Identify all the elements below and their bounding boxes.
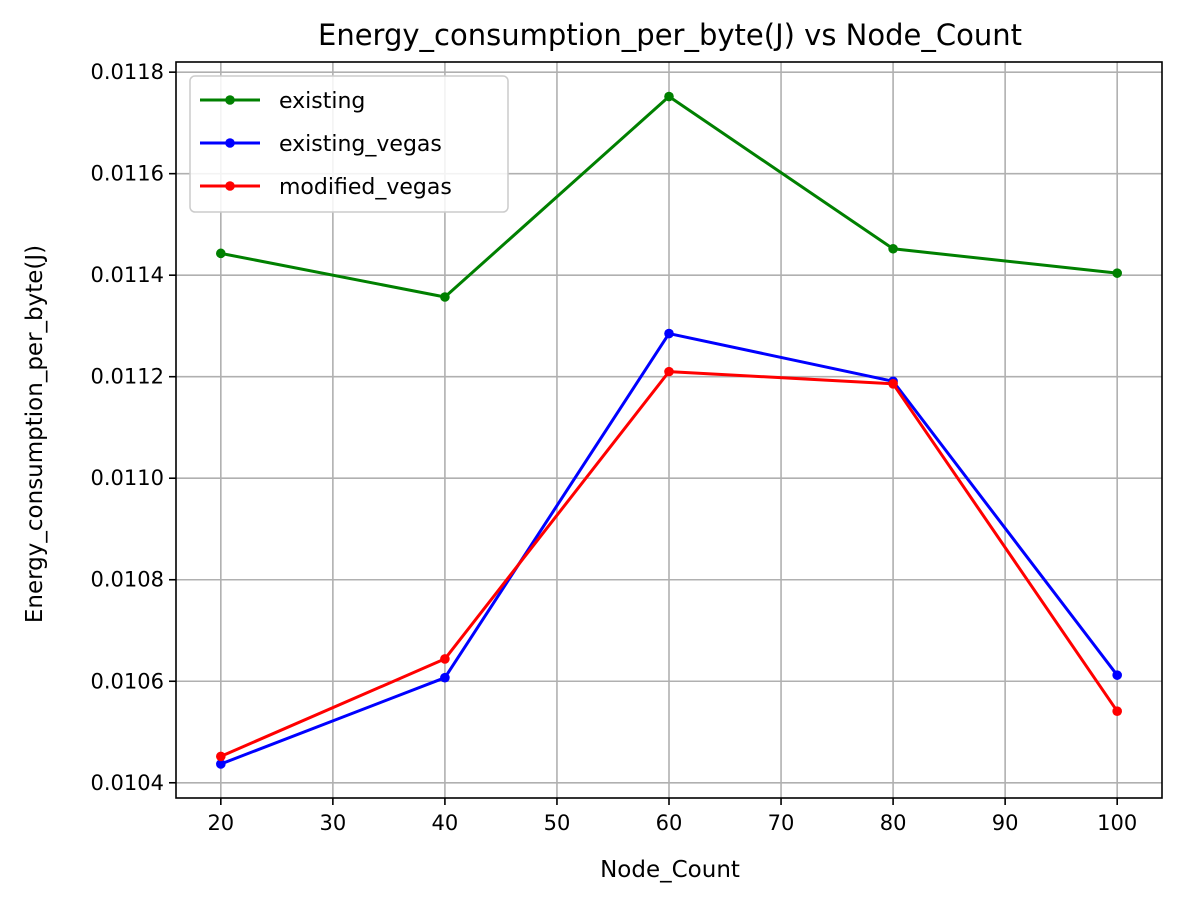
legend-label-modified-vegas: modified_vegas xyxy=(279,175,452,200)
data-point-modified-vegas xyxy=(216,751,226,762)
data-point-existing xyxy=(664,91,674,102)
x-tick-label: 40 xyxy=(432,811,459,835)
data-point-existing xyxy=(888,243,898,254)
y-tick-label: 0.0118 xyxy=(91,60,164,84)
legend-box xyxy=(189,75,509,213)
data-point-modified-vegas xyxy=(888,379,898,389)
y-tick-label: 0.0106 xyxy=(91,669,164,693)
legend-marker-existing xyxy=(225,95,235,105)
y-axis-label: Energy_consumption_per_byte(J) xyxy=(22,245,48,623)
legend-label-existing-vegas: existing_vegas xyxy=(279,132,442,157)
data-point-existing xyxy=(440,292,450,302)
data-point-existing xyxy=(216,248,226,259)
x-tick-label: 20 xyxy=(207,811,234,835)
y-tick-label: 0.0108 xyxy=(91,568,164,592)
data-point-modified-vegas xyxy=(440,654,450,664)
x-tick-label: 60 xyxy=(656,811,683,835)
y-tick-label: 0.0116 xyxy=(91,162,164,186)
legend-marker-existing-vegas xyxy=(225,138,235,148)
legend-label-existing: existing xyxy=(279,89,365,114)
series-existing xyxy=(216,91,1122,302)
y-tick-label: 0.0114 xyxy=(91,263,164,287)
series-modified-vegas xyxy=(216,366,1122,762)
data-point-modified-vegas xyxy=(1112,706,1122,717)
legend-marker-modified-vegas xyxy=(225,181,235,191)
data-point-existing-vegas xyxy=(664,328,674,339)
x-tick-label: 50 xyxy=(544,811,571,835)
x-tick-label: 80 xyxy=(880,811,907,835)
y-tick-label: 0.0112 xyxy=(91,365,164,389)
ticks-layer: 20 30 40 50 60 70 80 90 100 0.0104 0.0106 0.0108 0.0… xyxy=(91,60,1138,835)
data-point-existing-vegas xyxy=(1112,670,1122,680)
x-axis-label: Node_Count xyxy=(600,857,740,883)
legend: existing existing_vegas modified_vegas xyxy=(189,75,509,213)
x-tick-label: 100 xyxy=(1097,811,1137,835)
series-layer xyxy=(216,91,1122,769)
data-point-modified-vegas xyxy=(664,366,674,377)
x-tick-label: 90 xyxy=(992,811,1019,835)
y-tick-label: 0.0110 xyxy=(91,466,164,490)
data-point-existing xyxy=(1112,268,1122,278)
x-tick-label: 30 xyxy=(319,811,346,835)
data-point-existing-vegas xyxy=(440,672,450,683)
y-tick-label: 0.0104 xyxy=(91,771,164,795)
data-point-existing-vegas xyxy=(216,759,226,769)
chart-title: Energy_consumption_per_byte(J) vs Node_C… xyxy=(318,18,1022,52)
x-tick-label: 70 xyxy=(768,811,795,835)
